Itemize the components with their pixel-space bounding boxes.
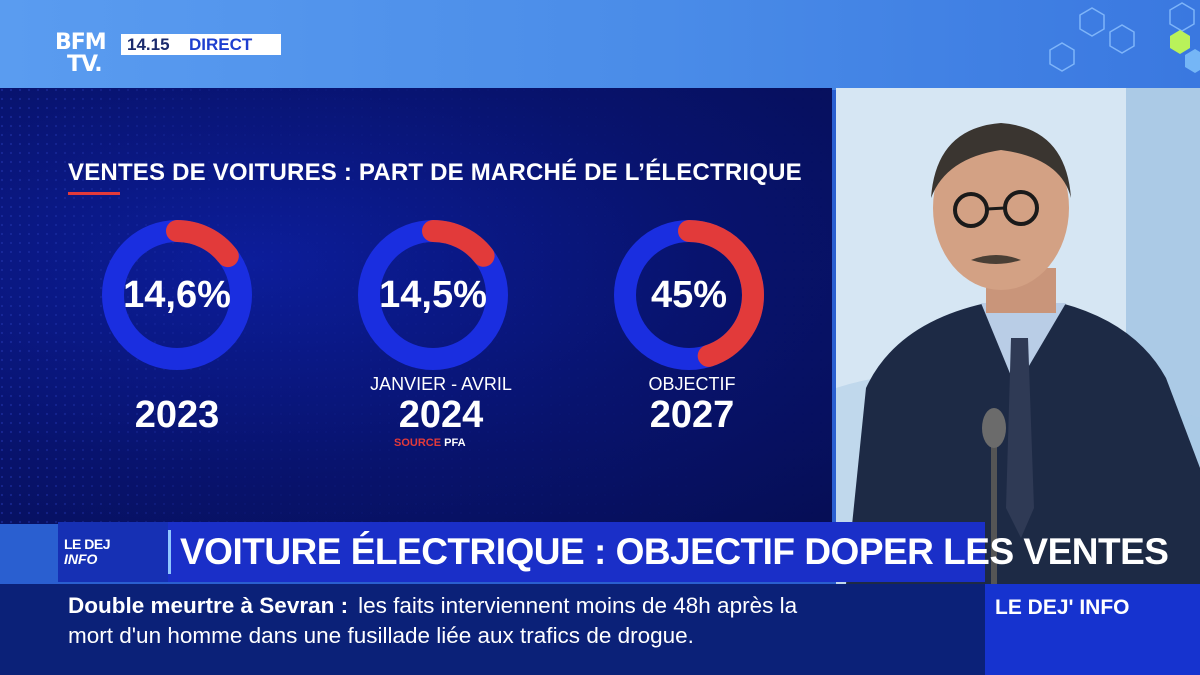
ticker-text-1: les faits interviennent moins de 48h apr… (358, 593, 798, 618)
ticker-lead: Double meurtre à Sevran : (68, 593, 349, 618)
clock-time: 14.15 (127, 34, 170, 54)
program-logo-line2: INFO (64, 551, 98, 567)
donut-arc (102, 220, 252, 370)
source-name: PFA (444, 437, 466, 449)
donut-arc (614, 220, 764, 370)
year-2023: 2023 (134, 394, 220, 436)
dot-pattern (0, 88, 832, 524)
program-logo: LE DEJ INFO (58, 522, 168, 582)
donut-2027: 45% (609, 215, 769, 375)
graphic-title: VENTES DE VOITURES : PART DE MARCHÉ DE L… (68, 159, 802, 186)
headline-separator (168, 530, 171, 574)
headline-text: VOITURE ÉLECTRIQUE : OBJECTIF DOPER LES … (180, 531, 1169, 572)
period-2024: JANVIER - AVRIL (370, 374, 512, 394)
hexagon-decoration (1049, 2, 1200, 73)
logo-line2: TV. (67, 52, 103, 77)
year-2024: 2024 (398, 394, 484, 436)
headline-bar (58, 522, 985, 582)
donut-chart-2027 (614, 220, 764, 370)
percent-2027: 45% (650, 273, 728, 316)
donut-arc (358, 220, 508, 370)
percent-2024: 14,5% (379, 273, 487, 316)
program-tag-label: LE DEJ' INFO (995, 596, 1130, 619)
ticker-line-1: Double meurtre à Sevran : les faits inter… (68, 593, 797, 619)
news-ticker (0, 584, 985, 675)
title-underline (68, 192, 120, 195)
studio-camera-view (836, 88, 1200, 584)
donut-chart-2024 (358, 220, 508, 370)
program-logo-line1: LE DEJ (64, 536, 111, 552)
live-label: DIRECT (189, 34, 253, 54)
channel-logo: BFM TV. (55, 30, 107, 77)
source-label: SOURCE (394, 437, 442, 449)
donut-chart-2023 (102, 220, 252, 370)
guest-photo (836, 88, 1200, 584)
ticker-line-2: mort d'un homme dans une fusillade liée … (68, 623, 694, 648)
objective-label: OBJECTIF (648, 374, 736, 394)
donut-2023: 14,6% (97, 215, 257, 375)
source-note: SOURCE PFA (394, 437, 466, 449)
donut-2024: 14,5% (353, 215, 513, 375)
program-tag: LE DEJ' INFO (985, 584, 1200, 675)
logo-line1: BFM (55, 30, 107, 55)
percent-2023: 14,6% (123, 273, 231, 316)
live-badge: 14.15 DIRECT (121, 34, 281, 55)
year-2027: 2027 (649, 394, 735, 436)
infographic-panel: VENTES DE VOITURES : PART DE MARCHÉ DE L… (0, 88, 832, 524)
